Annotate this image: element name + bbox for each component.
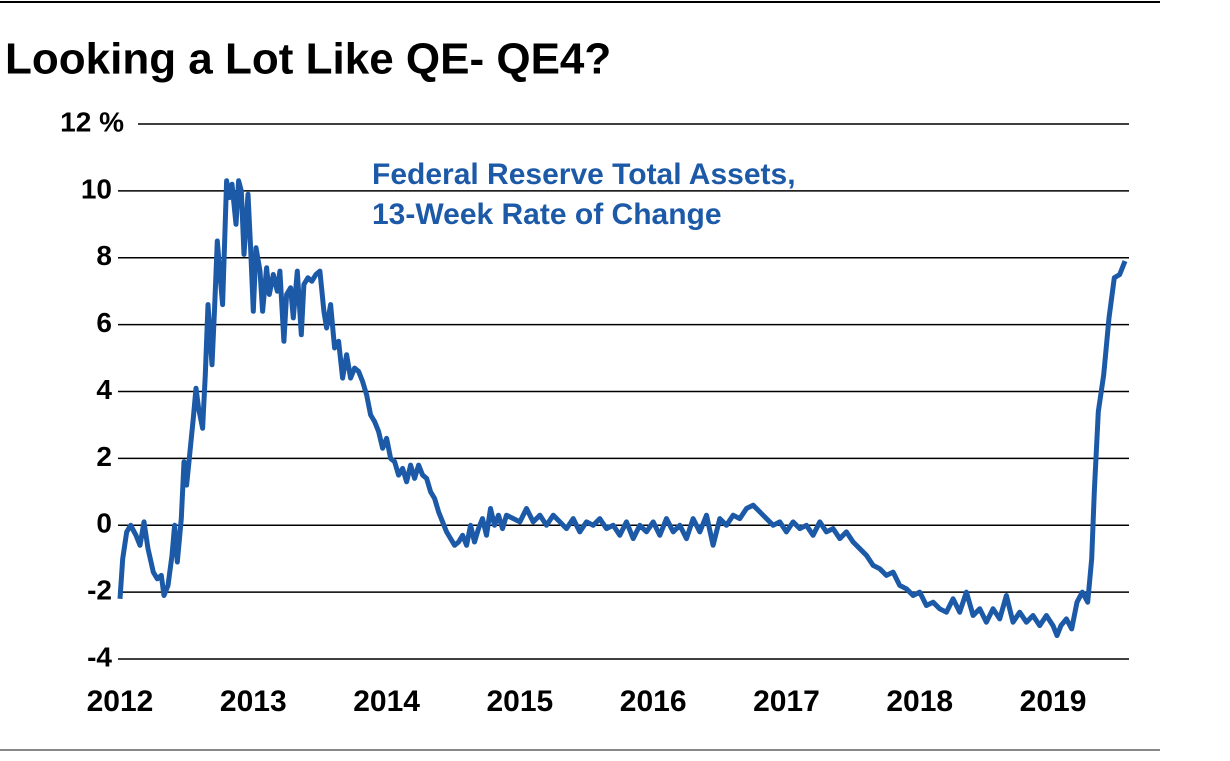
annotation: 13-Week Rate of Change (372, 198, 722, 231)
x-tick-label: 2016 (620, 685, 687, 718)
y-tick-label: 2 (96, 441, 112, 472)
x-tick-label: 2017 (753, 685, 820, 718)
x-tick-label: 2018 (886, 685, 953, 718)
x-tick-label: 2015 (486, 685, 553, 718)
y-tick-label: 8 (96, 240, 112, 271)
x-tick-label: 2014 (353, 685, 420, 718)
y-tick-label: 0 (96, 508, 112, 539)
y-tick-label: 12 % (60, 106, 124, 137)
data-line (117, 178, 1128, 639)
x-tick-label: 2013 (220, 685, 287, 718)
chart-title: Looking a Lot Like QE- QE4? (5, 35, 611, 84)
y-tick-label: 10 (81, 173, 112, 204)
annotation: Federal Reserve Total Assets, (372, 158, 796, 191)
y-tick-label: -4 (87, 641, 112, 672)
y-tick-label: 4 (96, 374, 112, 405)
x-tick-label: 2019 (1020, 685, 1087, 718)
y-tick-label: 6 (96, 307, 112, 338)
x-tick-label: 2012 (87, 685, 154, 718)
y-tick-label: -2 (87, 575, 112, 606)
